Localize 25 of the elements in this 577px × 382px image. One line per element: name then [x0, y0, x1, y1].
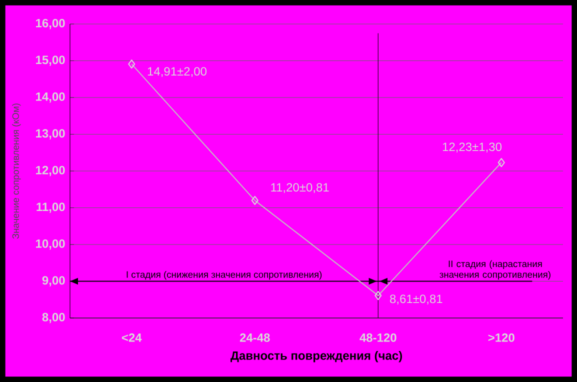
- y-tick-label: 9,00: [42, 276, 65, 286]
- data-label: 14,91±2,00: [148, 67, 207, 78]
- data-label: 11,20±0,81: [271, 183, 329, 194]
- data-label: 8,61±0,81: [390, 294, 442, 305]
- y-axis-title: Значение сопротивления (кОм): [12, 104, 21, 239]
- point: [498, 158, 505, 168]
- y-tick-label: 16,00: [36, 18, 65, 30]
- point: [128, 60, 136, 69]
- y-tick-label: 14,00: [36, 92, 65, 103]
- x-tick-label: 48-120: [360, 333, 396, 342]
- x-tick-label: >120: [488, 333, 514, 342]
- y-tick-label: 8,00: [42, 312, 65, 324]
- y-tick-label: 11,00: [36, 202, 65, 213]
- annotation: II стадия (нарастания значения сопротивления): [440, 260, 550, 280]
- y-tick-label: 13,00: [36, 129, 65, 140]
- x-tick-label: <24: [122, 333, 142, 342]
- y-tick-label: 15,00: [36, 56, 65, 66]
- x-tick-label: 24-48: [240, 333, 270, 342]
- annotation: I стадия (снижения значения сопротивления): [126, 270, 322, 280]
- data-label: 12,23±1,30: [442, 142, 502, 152]
- point: [374, 291, 382, 300]
- y-tick-label: 10,00: [36, 239, 65, 250]
- x-axis-title: Давность повреждения (час): [230, 351, 402, 362]
- point: [251, 196, 258, 205]
- y-tick-label: 12,00: [36, 166, 65, 176]
